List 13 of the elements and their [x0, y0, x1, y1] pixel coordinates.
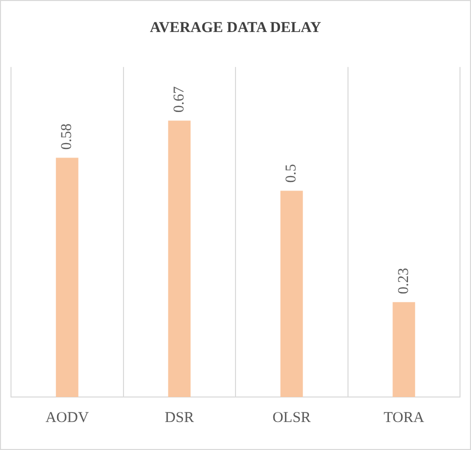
chart-title: AVERAGE DATA DELAY	[150, 20, 322, 36]
data-label: 0.5	[284, 164, 300, 183]
x-tick-label: OLSR	[272, 410, 311, 426]
bar	[168, 120, 191, 397]
x-tick-label: AODV	[45, 410, 89, 426]
bar	[392, 302, 416, 397]
data-label: 0.23	[396, 268, 412, 294]
x-tick-label: DSR	[164, 410, 194, 426]
data-label: 0.67	[171, 86, 188, 113]
bar	[56, 158, 78, 397]
bar	[280, 190, 303, 397]
data-label: 0.58	[59, 124, 76, 150]
x-tick-label: TORA	[384, 410, 424, 426]
